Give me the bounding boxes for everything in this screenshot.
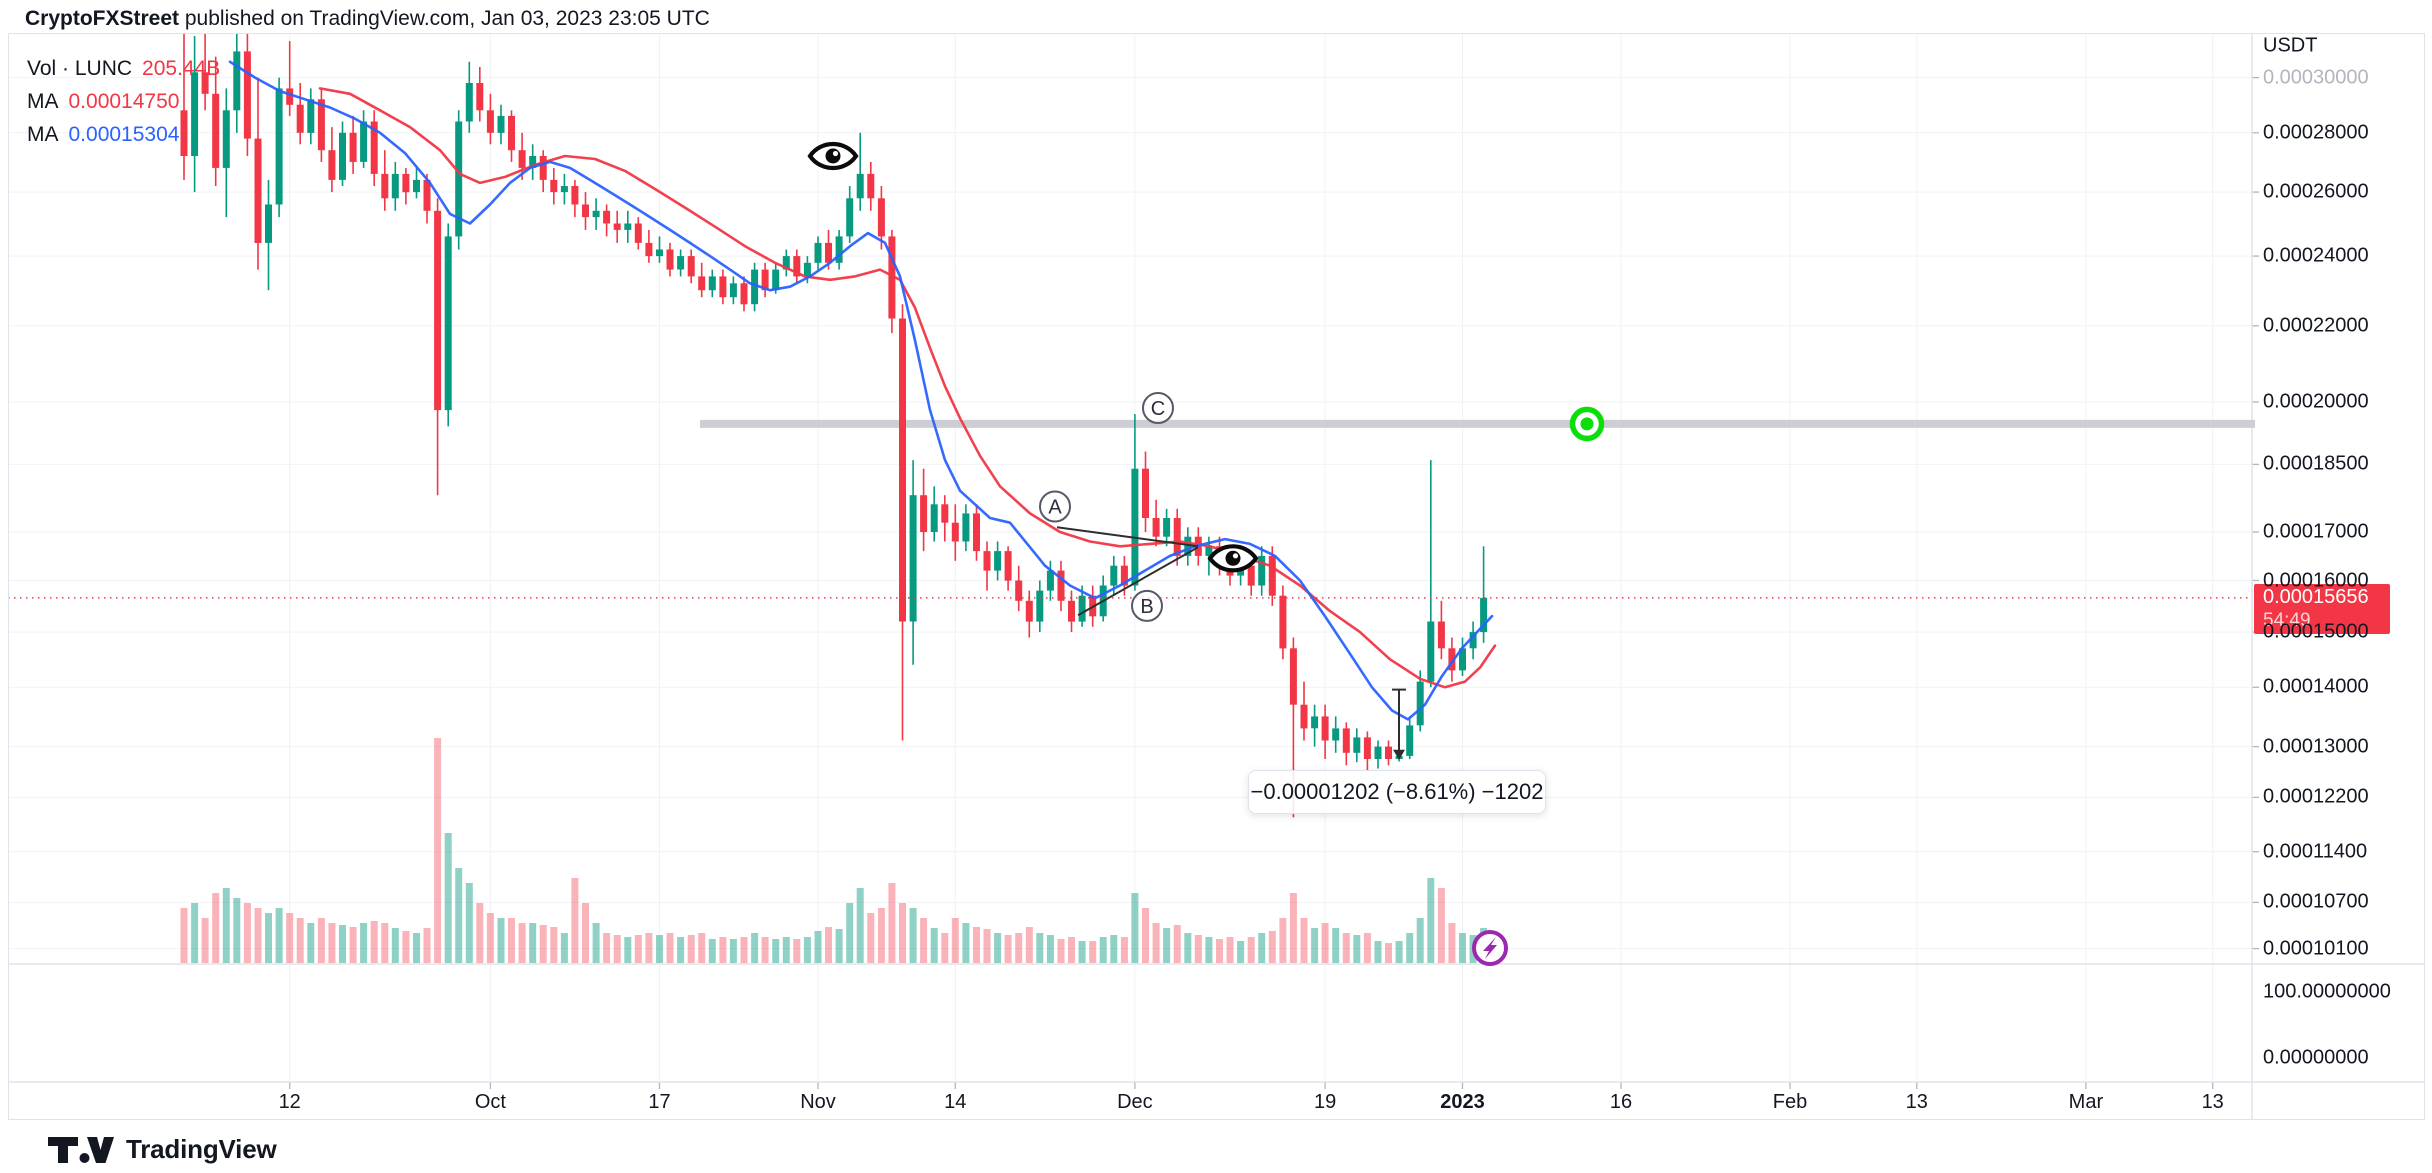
volume-value: 205.44B [142,57,221,80]
header: CryptoFXStreet published on TradingView.… [25,7,710,31]
indicator-axis-label: 100.00000000 [2263,980,2391,1003]
price-axis-label: 0.00016000 [2263,569,2369,591]
svg-text:B: B [1140,596,1153,618]
bar-countdown: 54:49 [2263,610,2311,631]
time-axis-label: 16 [1609,1091,1633,1113]
time-axis-label: Dec [1117,1091,1153,1113]
time-axis-label: 17 [648,1091,671,1113]
price-axis-label: 0.00028000 [2263,121,2369,144]
chart-canvas[interactable]: A B C [8,33,2425,1120]
legend-ma-slow-row[interactable]: MA 0.00014750 [27,85,220,118]
time-axis-label: 13 [1905,1091,1928,1113]
ma-fast-line [228,60,1494,721]
time-axis-label: Oct [474,1091,506,1113]
ma-slow-line [318,87,1497,689]
price-axis-label: 0.00011400 [2263,840,2368,863]
ma-slow-label: MA [27,90,59,113]
time-axis-label: Mar [2068,1091,2104,1113]
tradingview-logo[interactable]: TradingView [47,1134,277,1165]
tradingview-logo-icon [48,1136,114,1163]
price-axis-label: 0.00020000 [2263,390,2369,413]
price-axis-label: 0.00017000 [2263,520,2369,543]
price-axis-label: 0.00010700 [2263,890,2369,913]
ma-slow-value: 0.00014750 [68,90,180,113]
price-axis-label: 0.00015000 [2263,620,2369,643]
price-axis-label: 0.00026000 [2263,180,2369,203]
ma-fast-value: 0.00015304 [68,123,180,146]
svg-text:A: A [1048,497,1062,519]
price-axis-label: 0.00013000 [2263,735,2369,758]
price-axis-label: 0.00024000 [2263,244,2369,267]
price-axis-label: 0.00012200 [2263,785,2369,808]
pane-separators [8,33,2425,1120]
resistance-marker[interactable] [1569,406,1605,442]
pennant-trendlines[interactable] [1056,526,1199,617]
legend-ma-fast-row[interactable]: MA 0.00015304 [27,118,220,151]
time-axis-label: 2023 [1440,1091,1485,1113]
volume-label: Vol · LUNC [27,57,133,80]
grid-layer [8,33,2259,1089]
price-axis-label: 0.00022000 [2263,314,2369,337]
quote-currency-label: USDT [2263,34,2318,57]
time-axis-label: 19 [1313,1091,1337,1113]
measure-tooltip-text: −0.00001202 (−8.61%) −1202 [1250,779,1544,804]
lightning-icon [1483,937,1497,959]
price-axis-label: 0.00018500 [2263,452,2369,475]
time-axis-label: 13 [2201,1091,2224,1113]
indicator-axis-label: 0.00000000 [2263,1046,2369,1069]
svg-text:C: C [1151,398,1165,420]
last-price-label: 0.00015656 54:49 [2254,584,2390,634]
price-axis-label: 0.00010100 [2263,937,2369,960]
time-axis-label: 12 [278,1091,301,1113]
ma-fast-label: MA [27,123,59,146]
footer: TradingView [47,1134,277,1165]
price-axis-label: 0.00014000 [2263,675,2369,698]
brand-name: TradingView [126,1134,277,1164]
hidden-drawing-eye-icons[interactable] [807,141,1259,573]
time-axis-label: Nov [800,1091,836,1113]
time-axis-label: 14 [944,1091,967,1113]
published-info: published on TradingView.com, Jan 03, 20… [179,7,710,30]
publisher-name: CryptoFXStreet [25,7,180,30]
pattern-letter-labels[interactable]: A B C [1039,392,1174,622]
lightning-marker[interactable] [1472,930,1508,966]
legend: Vol · LUNC 205.44B MA 0.00014750 MA 0.00… [27,52,220,151]
last-price-value: 0.00015656 [2263,586,2369,608]
time-axis-label: Feb [1772,1091,1808,1113]
price-axis-label: 0.00030000 [2263,66,2369,89]
measure-tooltip: −0.00001202 (−8.61%) −1202 [1248,770,1546,814]
legend-volume-row[interactable]: Vol · LUNC 205.44B [27,52,220,85]
measure-arrow[interactable] [1392,688,1406,760]
